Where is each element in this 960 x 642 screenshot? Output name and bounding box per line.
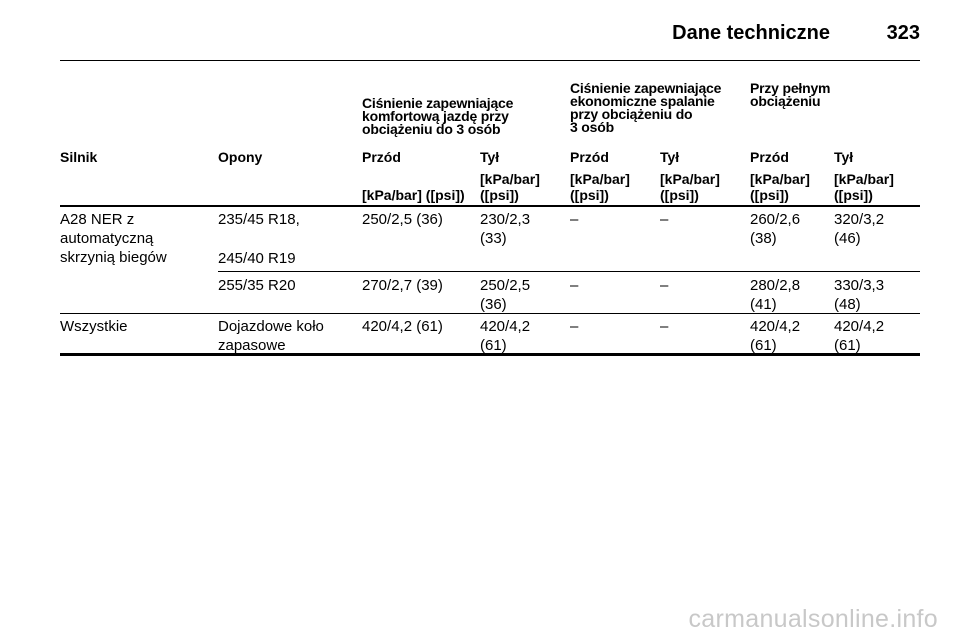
value-cell: – (570, 277, 579, 294)
engine-cell: Wszystkie (60, 318, 128, 335)
top-rule (60, 60, 920, 61)
group-heading-full-load: Przy pełnym obciążeniu (750, 80, 831, 109)
unit-label: [kPa/bar] ([psi]) (362, 187, 465, 203)
page-number: 323 (886, 22, 920, 44)
column-header-tyres: Opony (218, 149, 263, 165)
column-header-front-full: Przód (750, 149, 789, 165)
value-cell: – (570, 318, 579, 335)
tyre-cell: 255/35 R20 (218, 277, 296, 294)
watermark: carmanualsonline.info (688, 605, 938, 633)
value-cell: 250/2,5 (36) (480, 277, 531, 313)
row-divider (60, 313, 920, 314)
value-cell: – (660, 277, 669, 294)
bottom-rule (60, 353, 920, 356)
value-cell: 260/2,6 (38) (750, 211, 801, 247)
group-heading-economy: Ciśnienie zapewniające ekonomiczne spala… (570, 80, 722, 135)
unit-label: [kPa/bar] ([psi]) (750, 171, 810, 203)
row-divider (218, 271, 920, 272)
unit-label: [kPa/bar] ([psi]) (480, 171, 540, 203)
value-cell: 420/4,2 (61) (362, 318, 443, 335)
column-header-rear-comfort: Tył (480, 149, 500, 165)
value-cell: 270/2,7 (39) (362, 277, 443, 294)
value-cell: 280/2,8 (41) (750, 277, 801, 313)
value-cell: – (570, 211, 579, 228)
value-cell: 420/4,2 (61) (750, 318, 801, 354)
tyre-cell: Dojazdowe koło zapasowe (218, 318, 324, 354)
value-cell: 420/4,2 (61) (480, 318, 531, 354)
value-cell: 250/2,5 (36) (362, 211, 443, 228)
group-heading-comfort: Ciśnienie zapewniające komfortową jazdę … (362, 95, 514, 137)
column-header-front-economy: Przód (570, 149, 609, 165)
value-cell: – (660, 211, 669, 228)
column-header-rear-full: Tył (834, 149, 854, 165)
unit-label: [kPa/bar] ([psi]) (570, 171, 630, 203)
value-cell: 230/2,3 (33) (480, 211, 531, 247)
value-cell: 420/4,2 (61) (834, 318, 885, 354)
section-title: Dane techniczne (672, 22, 830, 44)
value-cell: – (660, 318, 669, 335)
unit-label: [kPa/bar] ([psi]) (660, 171, 720, 203)
column-header-front-comfort: Przód (362, 149, 401, 165)
tyre-cell: 235/45 R18, (218, 211, 300, 228)
header-rule (60, 205, 920, 207)
value-cell: 320/3,2 (46) (834, 211, 885, 247)
tyre-cell: 245/40 R19 (218, 250, 296, 267)
value-cell: 330/3,3 (48) (834, 277, 885, 313)
column-header-rear-economy: Tył (660, 149, 680, 165)
unit-label: [kPa/bar] ([psi]) (834, 171, 894, 203)
column-header-engine: Silnik (60, 149, 98, 165)
engine-cell: A28 NER z automatyczną skrzynią biegów (60, 211, 167, 266)
